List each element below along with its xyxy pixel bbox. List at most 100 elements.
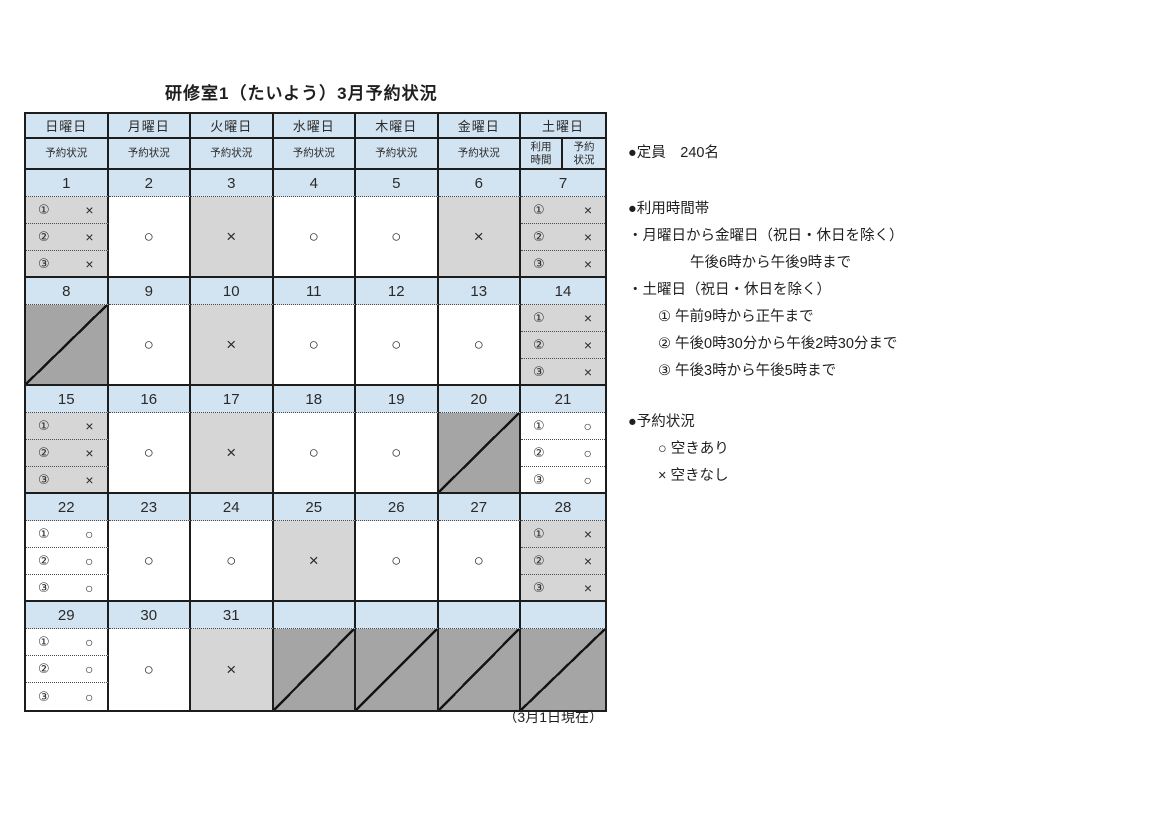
slot-availability-mark: × [85,418,94,434]
availability-cell: × [191,305,274,386]
side-note-line: ●利用時間帯 [628,201,710,217]
slot-status-cell: ① ○ [521,413,605,440]
closed-cell [438,413,521,494]
availability-cell: ○ [108,305,191,386]
availability-cell: ○ [356,413,439,494]
slot-availability-mark: ○ [85,579,94,596]
slot-number: ② [533,553,545,568]
availability-cell: × [191,413,274,494]
date-cell: 30 [108,602,191,629]
date-cell: 6 [438,170,521,197]
availability-cell: ○ [108,521,191,602]
slot-availability-mark: × [85,255,94,272]
closed-cell [438,629,521,710]
day-header-cell: 日曜日 [26,114,109,139]
slot-number: ③ [533,471,545,487]
date-cell: 28 [521,494,605,521]
slot-number: ② [533,445,545,460]
date-cell: 10 [191,278,274,305]
closed-cell [26,305,109,386]
availability-cell: × [273,521,356,602]
slot-status-cell: ③ ○ [26,683,109,710]
date-cell: 9 [108,278,191,305]
date-cell: 22 [26,494,109,521]
date-cell: 25 [273,494,356,521]
date-cell: 17 [191,386,274,413]
slot-status-cell: ① × [521,521,605,548]
slot-number: ① [533,418,545,433]
availability-cell: ○ [356,197,439,278]
availability-cell: × [191,629,274,710]
slot-availability-mark: ○ [583,445,592,461]
closed-cell [356,629,439,710]
day-header-cell: 土曜日 [521,114,605,139]
date-cell: 29 [26,602,109,629]
slot-availability-mark: × [85,445,94,461]
availability-cell: ○ [438,305,521,386]
slot-number: ② [38,661,50,676]
availability-cell: ○ [356,521,439,602]
date-cell: 2 [108,170,191,197]
status-header-cell: 予約状況 [273,139,356,170]
slot-status-cell: ① × [26,197,109,224]
slot-number: ② [533,229,545,244]
reservation-calendar-panel: 日曜日 月曜日 火曜日 水曜日 木曜日 金曜日 土曜日 予約状況 予約状況 予約状況 予約状況 予約状… [24,112,607,712]
slot-number: ③ [38,688,50,704]
date-cell: 19 [356,386,439,413]
day-header-cell: 火曜日 [191,114,274,139]
slot-availability-mark: × [85,229,94,245]
date-cell: 24 [191,494,274,521]
side-note-line: ① 午前9時から正午まで [658,309,814,325]
date-cell: 16 [108,386,191,413]
slot-number: ③ [38,579,50,595]
availability-cell: ○ [108,413,191,494]
slot-number: ① [38,418,50,433]
date-cell: 8 [26,278,109,305]
day-header-cell: 木曜日 [356,114,439,139]
saturday-usage-time-header: 利用 時間 [521,139,563,170]
side-note-line: ③ 午後3時から午後5時まで [658,363,837,379]
date-cell [356,602,439,629]
slot-availability-mark: ○ [583,418,592,434]
date-cell: 18 [273,386,356,413]
date-cell: 26 [356,494,439,521]
as-of-note: （3月1日現在） [503,709,603,725]
availability-cell: ○ [356,305,439,386]
date-cell: 15 [26,386,109,413]
slot-availability-mark: ○ [85,661,94,677]
side-note-line: ・土曜日（祝日・休日を除く） [628,282,831,298]
slot-availability-mark: × [85,471,94,488]
slot-number: ① [38,202,50,217]
slot-availability-mark: ○ [85,688,94,705]
date-cell: 27 [438,494,521,521]
slot-number: ② [533,337,545,352]
slot-status-cell: ③ ○ [521,467,605,494]
slot-status-cell: ② × [521,224,605,251]
slot-number: ② [38,229,50,244]
slot-status-cell: ② ○ [26,548,109,575]
slot-number: ② [38,553,50,568]
side-note-line: ② 午後0時30分から午後2時30分まで [658,336,898,352]
availability-cell: × [191,197,274,278]
slot-number: ① [533,310,545,325]
closed-cell [273,629,356,710]
availability-cell: ○ [273,413,356,494]
date-cell [438,602,521,629]
slot-status-cell: ③ ○ [26,575,109,602]
date-cell: 21 [521,386,605,413]
date-cell [273,602,356,629]
date-cell: 3 [191,170,274,197]
status-header-cell: 予約状況 [438,139,521,170]
date-cell: 23 [108,494,191,521]
availability-cell: ○ [273,197,356,278]
slot-availability-mark: × [85,202,94,218]
date-cell: 14 [521,278,605,305]
slot-number: ③ [533,579,545,595]
slot-availability-mark: × [583,229,592,245]
side-note-line: 午後6時から午後9時まで [690,255,852,271]
availability-cell: ○ [273,305,356,386]
slot-availability-mark: ○ [583,471,592,488]
slot-availability-mark: × [583,255,592,272]
slot-status-cell: ③ × [26,251,109,278]
slot-status-cell: ② × [521,548,605,575]
